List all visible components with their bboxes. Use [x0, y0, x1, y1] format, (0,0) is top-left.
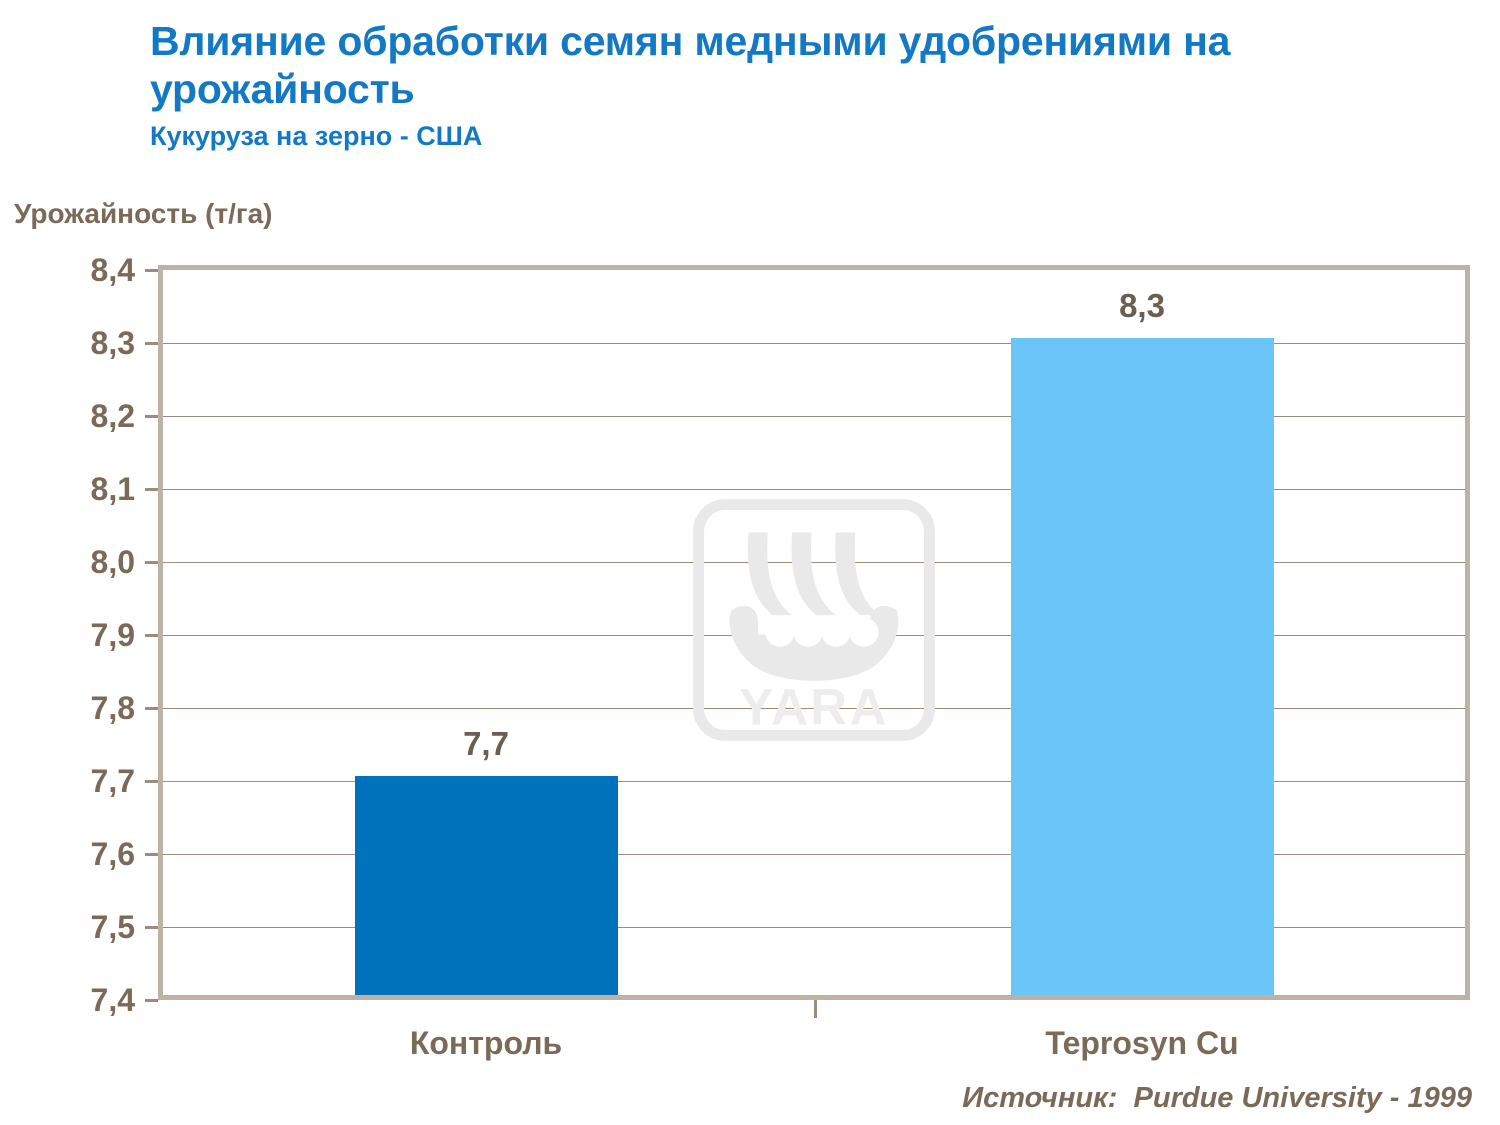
y-axis-tick-mark — [145, 926, 158, 929]
y-axis-tick-mark — [145, 780, 158, 783]
x-axis-tick-mark — [814, 1000, 817, 1018]
x-axis-category-label: Teprosyn Cu — [1045, 1025, 1239, 1061]
y-axis-tick-mark — [145, 634, 158, 637]
gridline — [163, 854, 1465, 855]
chart-subtitle: Кукуруза на зерно - США — [150, 120, 483, 151]
y-axis-tick-label: 7,6 — [90, 836, 135, 872]
y-axis-tick-label: 7,7 — [90, 763, 135, 799]
yara-watermark-logo: YARA — [693, 498, 935, 741]
y-axis-title: Урожайность (т/га) — [14, 198, 273, 229]
bar-value-label: 7,7 — [463, 725, 509, 762]
gridline — [163, 343, 1465, 344]
gridline — [163, 416, 1465, 417]
plot-area: YARA — [158, 265, 1470, 1000]
gridline — [163, 927, 1465, 928]
y-axis-tick-mark — [145, 707, 158, 710]
title-block: Влияние обработки семян медными удобрени… — [150, 18, 1440, 152]
y-axis-tick-label: 8,1 — [90, 471, 135, 507]
y-axis-tick-mark — [145, 415, 158, 418]
y-axis-tick-mark — [145, 999, 158, 1002]
y-axis-tick-mark — [145, 853, 158, 856]
gridline — [163, 781, 1465, 782]
x-axis-category-label: Контроль — [409, 1025, 563, 1061]
y-axis-tick-label: 8,0 — [90, 544, 135, 580]
y-axis-tick-mark — [145, 561, 158, 564]
y-axis-tick-mark — [145, 269, 158, 272]
bar[interactable] — [355, 776, 618, 995]
source-note: Источник: Purdue University - 1999 — [962, 1082, 1472, 1114]
y-axis-tick-label: 8,4 — [90, 252, 135, 288]
gridline — [163, 489, 1465, 490]
bar[interactable] — [1011, 338, 1274, 995]
y-axis-tick-mark — [145, 342, 158, 345]
y-axis-tick-label: 7,8 — [90, 690, 135, 726]
y-axis-tick-label: 8,2 — [90, 398, 135, 434]
y-axis-tick-label: 8,3 — [90, 325, 135, 361]
y-axis-tick-label: 7,5 — [90, 909, 135, 945]
y-axis-tick-mark — [145, 488, 158, 491]
page-title: Влияние обработки семян медными удобрени… — [150, 18, 1231, 112]
plot-wrap: YARA — [158, 265, 1470, 1000]
svg-text:YARA: YARA — [739, 678, 889, 735]
bar-value-label: 8,3 — [1119, 287, 1165, 324]
y-axis-tick-label: 7,4 — [90, 982, 135, 1018]
y-axis-tick-labels: 8,4 8,3 8,2 8,1 8,0 7,9 7,8 7,7 7,6 7,5 7,4 — [0, 0, 158, 1125]
y-axis-tick-label: 7,9 — [90, 617, 135, 653]
